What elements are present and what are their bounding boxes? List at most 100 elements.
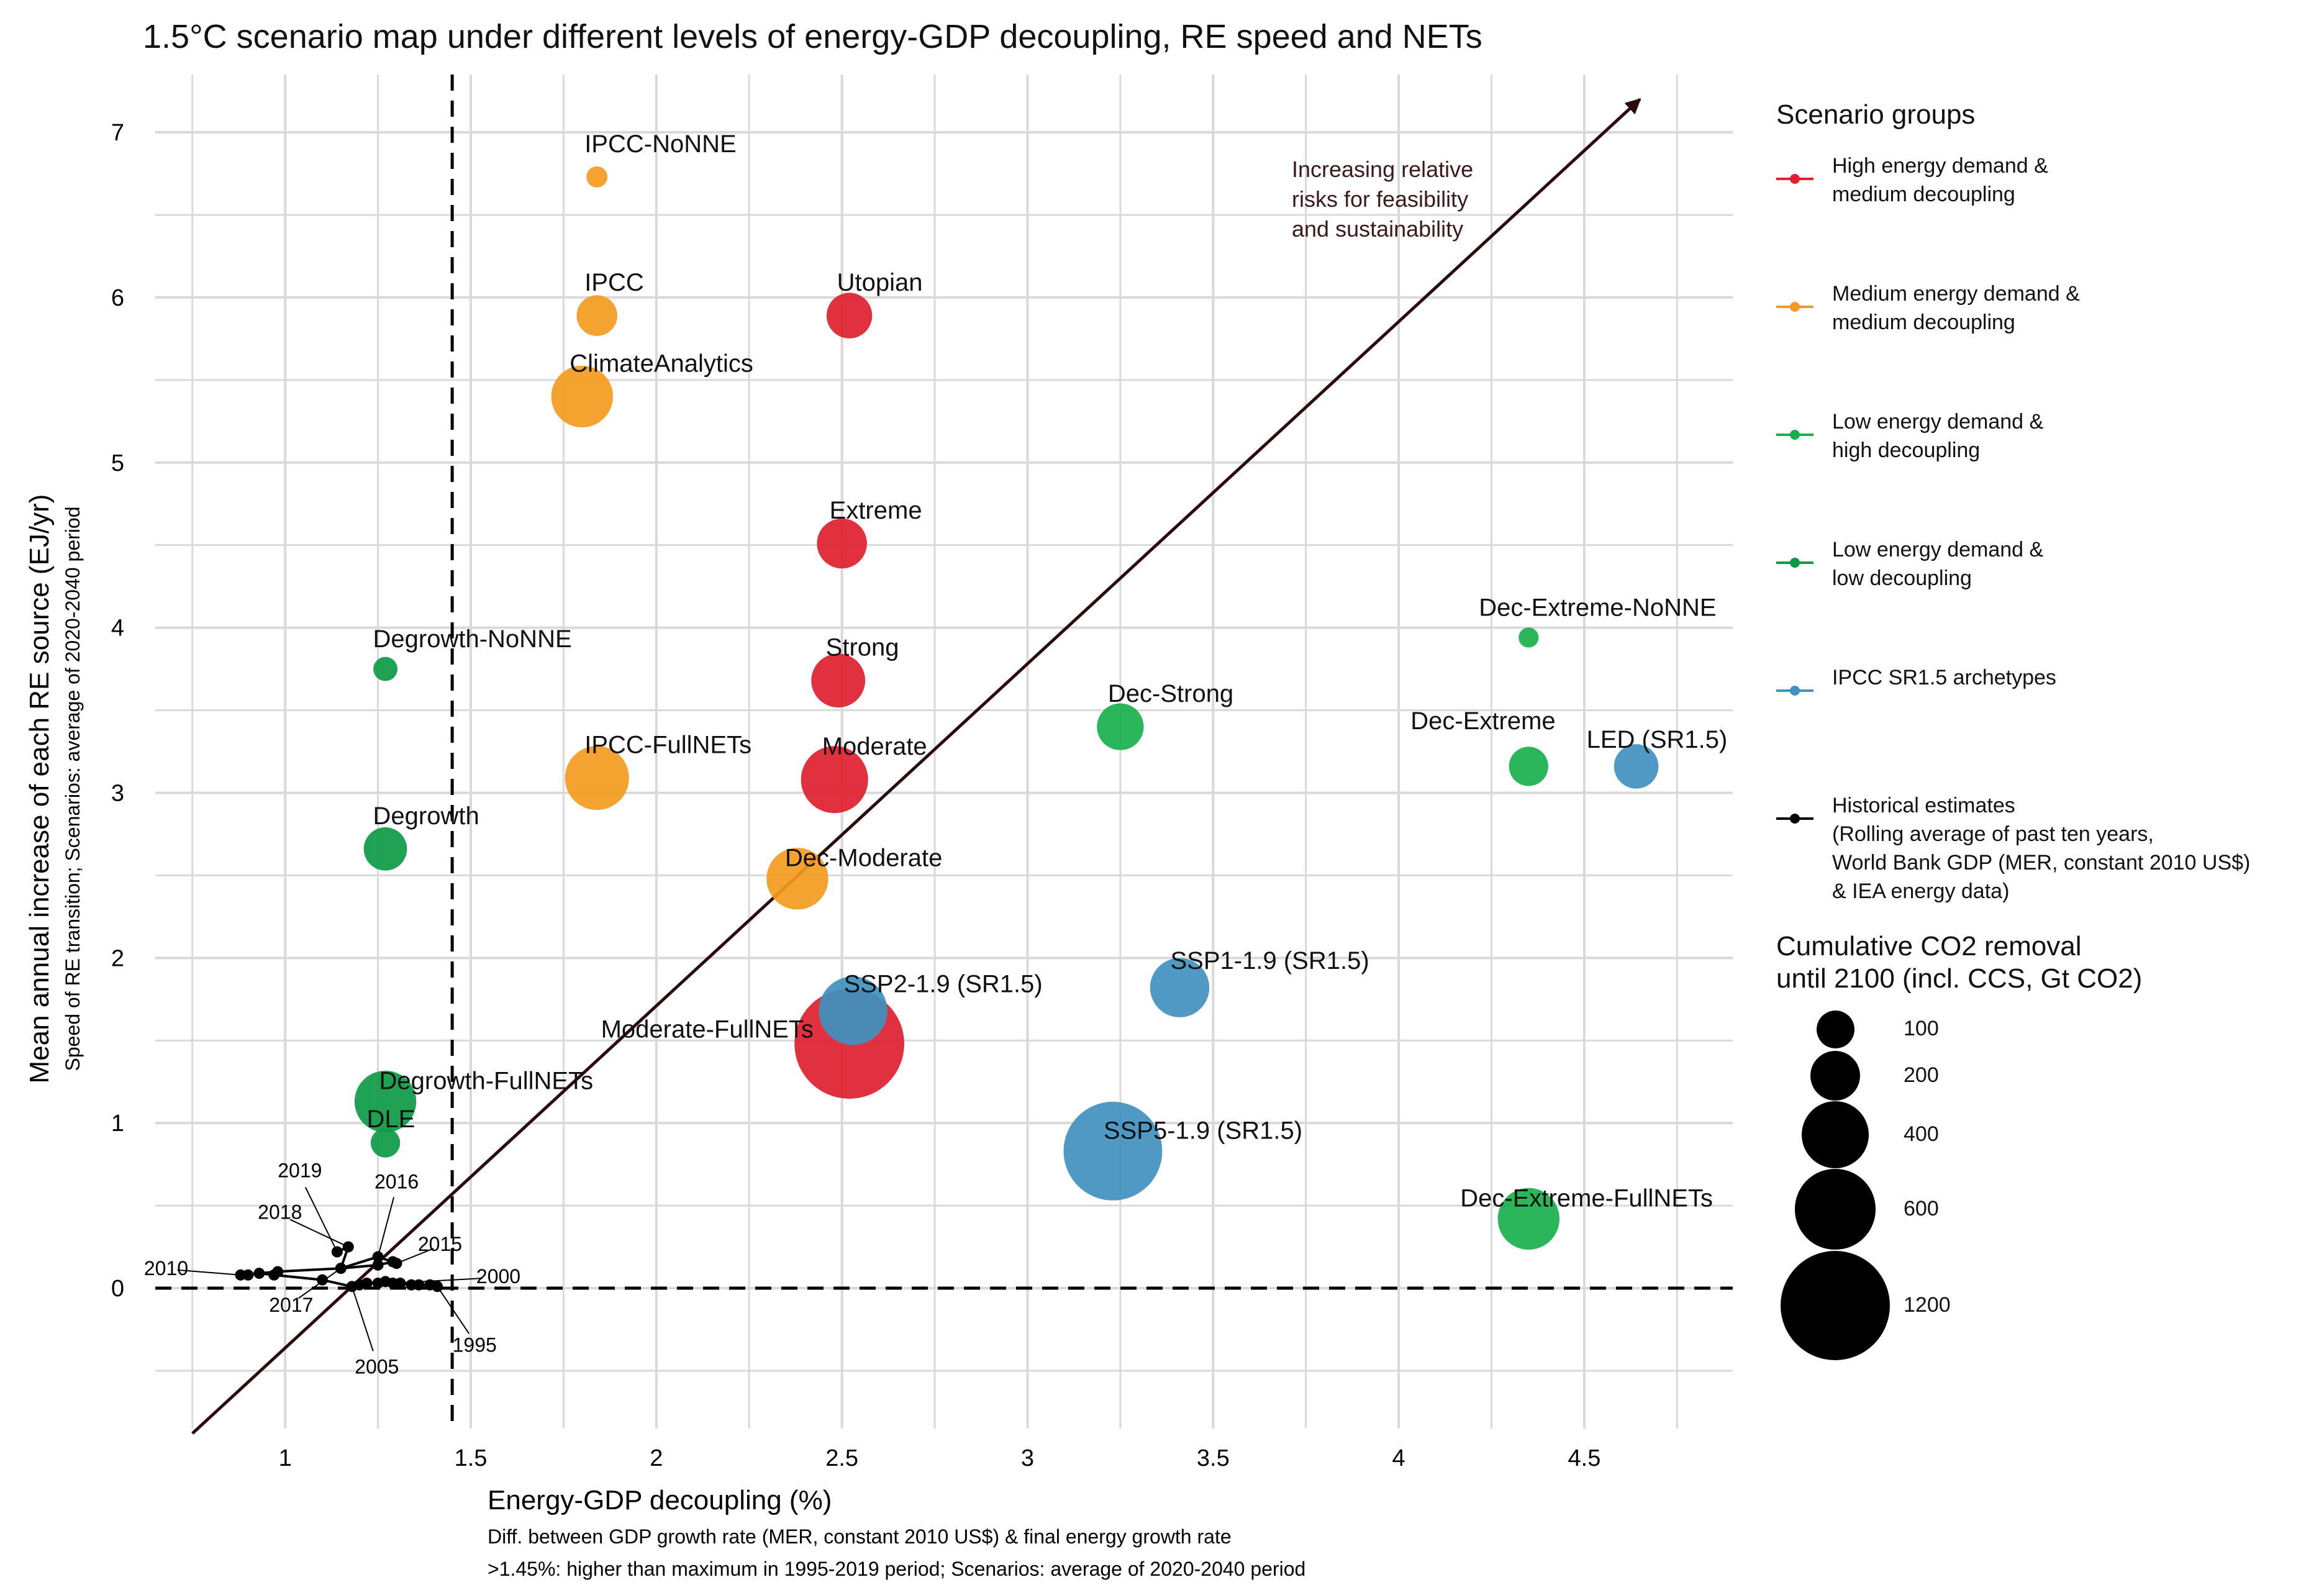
historical-leader-2015 xyxy=(396,1248,434,1265)
y-tick-label: 5 xyxy=(111,450,124,476)
label-ssp1-1-9-sr1-5-: SSP1-1.9 (SR1.5) xyxy=(1171,947,1369,974)
point-degrowth-nonne xyxy=(373,656,397,681)
historical-point-2008 xyxy=(253,1268,265,1279)
point-ipcc-nonne xyxy=(586,166,608,188)
size-legend: 100 200 400 600 1200 xyxy=(1776,995,2323,1361)
historical-label-2019: 2019 xyxy=(278,1160,322,1182)
historical-point-2011 xyxy=(272,1266,284,1278)
risk-annotation: Increasing relative risks for feasibility… xyxy=(1292,157,1473,242)
historical-point-1998 xyxy=(406,1279,417,1291)
scatter-plot: Increasing relative risks for feasibility… xyxy=(24,75,1733,1580)
legend-label: High energy demand & medium decoupling xyxy=(1832,154,2048,206)
point-utopian xyxy=(826,293,873,338)
y-tick-label: 2 xyxy=(111,945,124,971)
legend-key xyxy=(1776,550,1813,575)
y-tick-label: 3 xyxy=(111,780,124,806)
historical-point-2013 xyxy=(372,1259,384,1271)
size-legend-label: 400 xyxy=(1904,1122,1939,1146)
y-tick-label: 6 xyxy=(111,285,124,311)
legend-key xyxy=(1776,678,1813,703)
historical-point-1996 xyxy=(424,1279,436,1291)
size-legend-dot xyxy=(1810,1050,1861,1101)
label-utopian: Utopian xyxy=(837,269,923,296)
point-moderate xyxy=(801,746,868,814)
size-legend-label: 600 xyxy=(1904,1197,1939,1220)
historical-label-2000: 2000 xyxy=(476,1265,520,1288)
y-tick-label: 4 xyxy=(111,616,124,642)
historical-leader-1995 xyxy=(437,1286,470,1334)
label-ipcc-nonne: IPCC-NoNNE xyxy=(584,130,736,158)
point-degrowth-fullnets xyxy=(354,1070,417,1133)
historical-label-2005: 2005 xyxy=(355,1355,399,1378)
x-tick-label: 3.5 xyxy=(1197,1445,1230,1471)
label-moderate: Moderate xyxy=(822,733,927,760)
historical-leader-2010 xyxy=(177,1269,241,1276)
label-ssp2-1-9-sr1-5-: SSP2-1.9 (SR1.5) xyxy=(844,970,1043,997)
y-axis-title: Mean annual increase of each RE source (… xyxy=(24,494,55,1084)
legend-label: IPCC SR1.5 archetypes xyxy=(1832,666,2056,689)
historical-leader-2018 xyxy=(289,1219,349,1248)
size-legend-label: 1200 xyxy=(1904,1293,1951,1317)
legend-item-4: IPCC SR1.5 archetypes xyxy=(1776,663,2323,766)
y-axis-subtitle: Speed of RE transition; Scenarios: avera… xyxy=(61,506,84,1071)
label-ssp5-1-9-sr1-5-: SSP5-1.9 (SR1.5) xyxy=(1104,1117,1302,1144)
historical-label-2010: 2010 xyxy=(144,1257,188,1279)
x-tick-label: 2 xyxy=(650,1445,663,1471)
label-dec-moderate: Dec-Moderate xyxy=(785,845,942,872)
label-dec-extreme-fullnets: Dec-Extreme-FullNETs xyxy=(1460,1184,1713,1212)
label-degrowth-fullnets: Degrowth-FullNETs xyxy=(379,1068,594,1095)
y-tick-label: 0 xyxy=(111,1276,124,1302)
legend-item-1: Medium energy demand & medium decoupling xyxy=(1776,279,2323,383)
y-tick-label: 7 xyxy=(111,120,124,146)
historical-label-2018: 2018 xyxy=(258,1201,302,1224)
legend: Scenario groups High energy demand & med… xyxy=(1776,99,2323,1361)
x-axis-subtitle: >1.45%: higher than maximum in 1995-2019… xyxy=(488,1558,1305,1580)
legend-item-5: Historical estimates (Rolling average of… xyxy=(1776,791,2323,906)
legend-groups: High energy demand & medium decoupling Me… xyxy=(1776,152,2323,906)
label-degrowth-nonne: Degrowth-NoNNE xyxy=(373,625,572,653)
point-dec-strong xyxy=(1097,703,1144,750)
axis-titles: Energy-GDP decoupling (%) Diff. between G… xyxy=(24,494,1305,1580)
point-led-sr1-5- xyxy=(1614,744,1659,789)
point-labels: IPCC-NoNNE IPCC ClimateAnalytics IPCC-FullN… xyxy=(367,130,1728,1212)
size-legend-label: 100 xyxy=(1904,1017,1939,1040)
point-ipcc-fullnets xyxy=(565,745,629,811)
risk-arrow: Increasing relative risks for feasibility… xyxy=(191,98,1641,1435)
legend-title: Scenario groups xyxy=(1776,99,1976,130)
point-dec-extreme xyxy=(1509,747,1548,786)
legend-label: Low energy demand & high decoupling xyxy=(1832,410,2044,462)
legend-key xyxy=(1776,806,1813,831)
chart-title: 1.5°C scenario map under different level… xyxy=(143,18,1482,55)
label-moderate-fullnets: Moderate-FullNETs xyxy=(601,1016,814,1043)
legend-key xyxy=(1776,166,1813,191)
size-legend-dot xyxy=(1780,1250,1891,1361)
scenario-points xyxy=(354,166,1659,1250)
x-tick-label: 2.5 xyxy=(825,1445,858,1471)
historical-label-2015: 2015 xyxy=(418,1233,462,1255)
historical-leader-2019 xyxy=(304,1187,338,1252)
reference-lines xyxy=(155,75,1733,1429)
historical-point-2002 xyxy=(372,1278,384,1289)
point-ssp5-1-9-sr1-5- xyxy=(1063,1101,1163,1201)
size-legend-dot xyxy=(1802,1101,1869,1168)
point-dec-moderate xyxy=(766,848,828,910)
label-dec-strong: Dec-Strong xyxy=(1108,680,1233,707)
x-tick-label: 3 xyxy=(1021,1445,1034,1471)
x-tick-label: 4.5 xyxy=(1568,1445,1601,1471)
legend-label: Historical estimates (Rolling average of… xyxy=(1832,794,2251,903)
x-axis-subtitle: Diff. between GDP growth rate (MER, cons… xyxy=(488,1525,1232,1548)
label-ipcc-fullnets: IPCC-FullNETs xyxy=(584,732,751,759)
point-extreme xyxy=(817,518,867,569)
point-ipcc xyxy=(576,295,617,336)
label-led-sr1-5-: LED (SR1.5) xyxy=(1587,726,1728,753)
risk-arrow-line xyxy=(191,98,1641,1435)
x-tick-label: 1.5 xyxy=(455,1445,488,1471)
label-ipcc: IPCC xyxy=(584,269,644,296)
historical-label-2016: 2016 xyxy=(374,1171,419,1193)
label-strong: Strong xyxy=(826,634,899,661)
legend-item-3: Low energy demand & low decoupling xyxy=(1776,535,2323,638)
x-tick-label: 4 xyxy=(1392,1445,1405,1471)
point-dec-extreme-nonne xyxy=(1518,627,1539,648)
label-dec-extreme: Dec-Extreme xyxy=(1410,707,1555,735)
label-extreme: Extreme xyxy=(830,497,922,524)
